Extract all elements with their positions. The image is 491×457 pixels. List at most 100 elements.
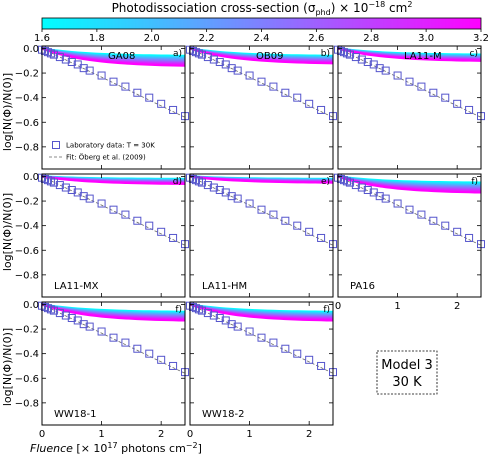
panel-ww18-1: 0.0 −0.2 −0.4 −0.6 −0.8 0 1 2 f) WW18-1 (15, 300, 189, 440)
data-point (441, 93, 450, 102)
y-tick-label: −0.8 (15, 398, 39, 409)
x-tick-label: 2 (158, 429, 164, 440)
colorbar-tick-label: 3.2 (473, 33, 489, 44)
data-point (197, 50, 206, 59)
data-point (197, 178, 206, 187)
colorbar-tick-label: 2.2 (199, 33, 215, 44)
data-point (145, 221, 154, 230)
data-point (227, 192, 236, 201)
colorbar-tick-label: 2.0 (144, 33, 160, 44)
data-point (67, 185, 76, 194)
x-tick-label: 2 (454, 301, 460, 312)
data-point (429, 216, 438, 225)
data-point (227, 320, 236, 329)
model-curve (41, 303, 186, 322)
panel-frame (337, 45, 482, 170)
data-point (405, 77, 414, 86)
data-point (317, 361, 326, 370)
data-point (191, 304, 200, 313)
panel-la11-m: c) LA11-M (334, 45, 485, 170)
panel-name: LA11-MX (54, 281, 99, 292)
data-point (305, 227, 314, 236)
data-point (375, 64, 384, 73)
data-point (245, 327, 254, 336)
data-point (345, 50, 354, 59)
data-point (215, 313, 224, 322)
data-point (79, 64, 88, 73)
y-tick-label: 0.0 (23, 300, 39, 311)
data-point (233, 194, 242, 203)
data-point (293, 93, 302, 102)
fit-line (337, 176, 482, 246)
data-point (133, 344, 142, 353)
data-point (441, 221, 450, 230)
data-point (43, 176, 52, 185)
model-curve (189, 175, 334, 184)
x-axis-label: Fluence [× 1017 photons cm−2] (30, 441, 202, 455)
data-point (281, 216, 290, 225)
panel-tag: f) (471, 177, 478, 187)
data-point (133, 88, 142, 97)
data-point (49, 178, 58, 187)
data-point (281, 344, 290, 353)
colorbar (41, 17, 482, 30)
data-point (209, 55, 218, 64)
data-point (55, 181, 64, 190)
data-point (79, 192, 88, 201)
data-point (49, 50, 58, 59)
data-point (269, 82, 278, 91)
panel-ga08: 0.0 −0.2 −0.4 −0.6 −0.8 a) GA08 Laboratory data… (15, 44, 189, 170)
data-point (197, 306, 206, 315)
data-point (363, 185, 372, 194)
fit-line (41, 176, 186, 246)
panel-frame (189, 301, 334, 426)
panel-pa16: 0 1 2 f) PA16 (334, 173, 485, 312)
colorbar-ticks: 1.6 1.8 2.0 2.2 2.4 2.6 2.8 3.0 3.2 (34, 29, 489, 44)
data-point (339, 176, 348, 185)
x-tick-label: 1 (246, 429, 252, 440)
data-point (109, 205, 118, 214)
data-point (85, 194, 94, 203)
y-tick-label: −0.8 (15, 142, 39, 153)
colorbar-tick-label: 2.4 (254, 33, 270, 44)
panel-frame (189, 45, 334, 170)
data-point (97, 71, 106, 80)
data-point (351, 53, 360, 62)
data-point (305, 99, 314, 108)
data-point (233, 66, 242, 75)
data-point (157, 99, 166, 108)
model-curve (337, 47, 482, 62)
panel-tag: c) (470, 49, 478, 59)
data-point (61, 311, 70, 320)
colorbar-title: Photodissociation cross-section (σphd) ×… (112, 0, 413, 17)
y-axis-label-row3: log[N(Φ)/N(0)] (1, 328, 14, 406)
panel-tag: a) (173, 49, 182, 59)
fit-line (41, 304, 186, 374)
data-point (257, 205, 266, 214)
model-box-line2: 30 K (392, 375, 422, 390)
y-tick-label: −0.4 (15, 349, 39, 360)
y-axis-label-row1: log[N(Φ)/N(0)] (1, 73, 14, 151)
x-tick-label: 0 (335, 301, 341, 312)
panel-name: PA16 (350, 281, 375, 292)
data-point (381, 194, 390, 203)
y-tick-label: −0.6 (15, 118, 39, 129)
data-point (209, 311, 218, 320)
legend-fit-label: Fit: Öberg et al. (2009) (66, 153, 146, 162)
panel-la11-mx: 0.0 −0.2 −0.4 −0.6 −0.8 d) LA11-MX (15, 172, 189, 298)
data-point (61, 55, 70, 64)
data-point (157, 227, 166, 236)
data-point (465, 105, 474, 114)
data-point (342, 49, 351, 58)
data-point (85, 322, 94, 331)
data-point (245, 71, 254, 80)
model-curve (41, 175, 186, 185)
x-tick-label: 0 (39, 429, 45, 440)
data-point (43, 48, 52, 57)
model-box (376, 350, 438, 395)
data-point (109, 77, 118, 86)
data-point (145, 349, 154, 358)
panel-ob09: b) OB09 (186, 45, 337, 170)
data-point (393, 71, 402, 80)
data-point (381, 66, 390, 75)
